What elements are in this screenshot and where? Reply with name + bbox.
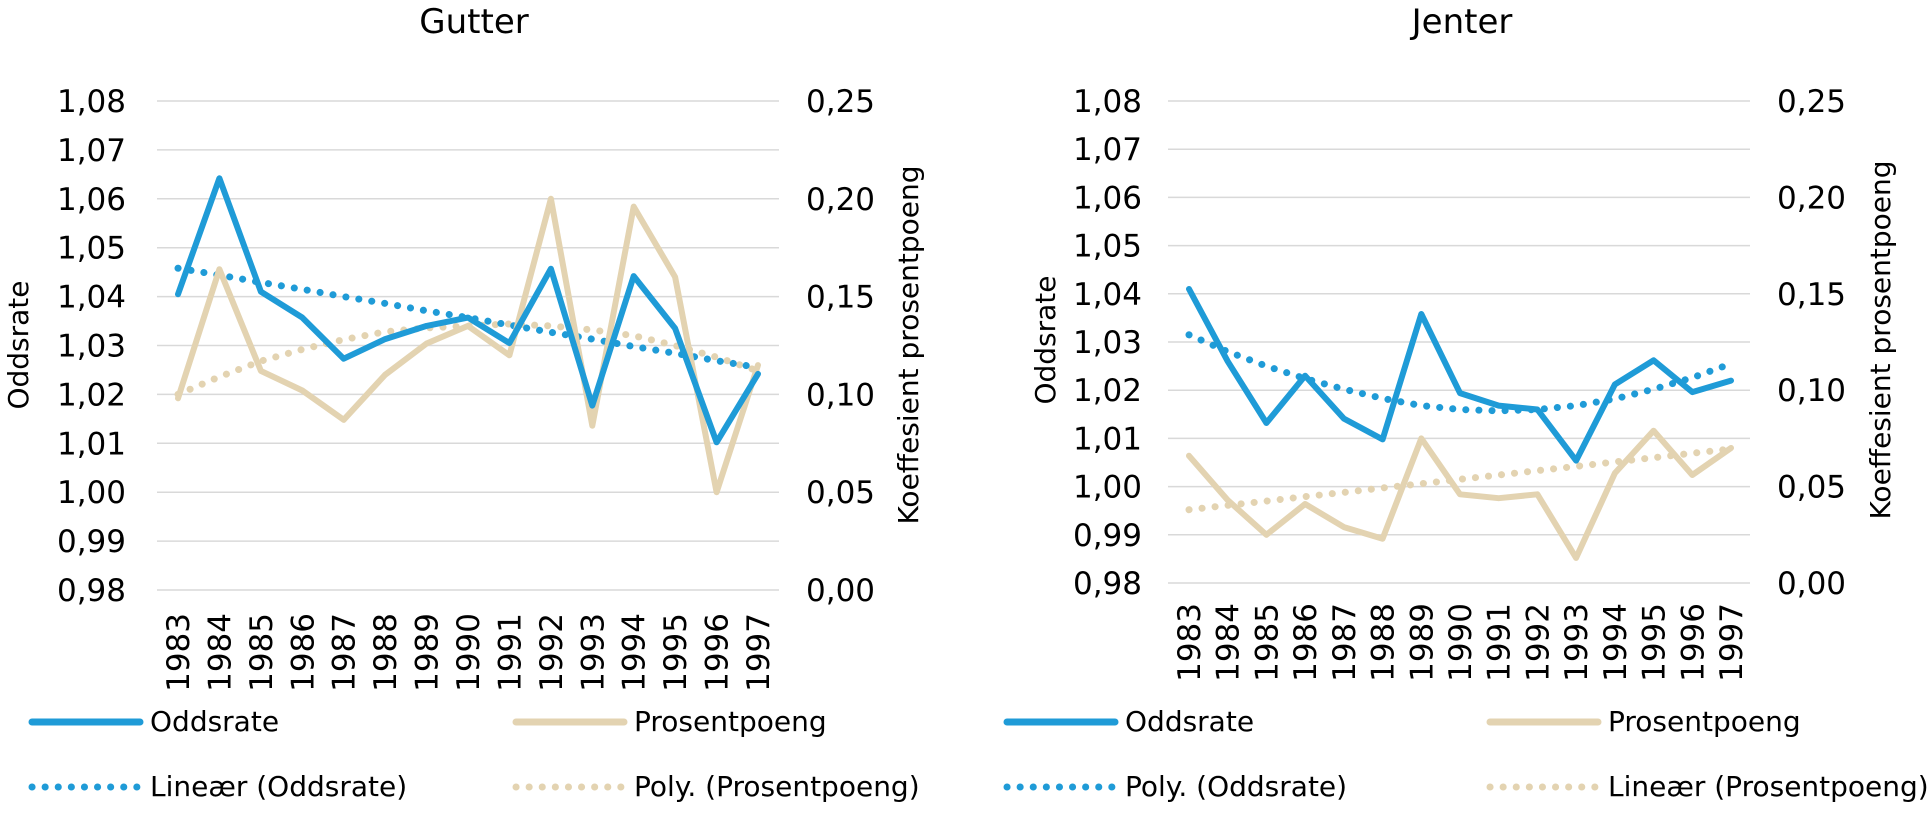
chart-panel-jenter: Jenter 1,08 1,07 1,06 1,05 1,04 1,03 1,02 1,01 1…	[1003, 2, 1929, 803]
chart-title: Jenter	[1410, 2, 1513, 42]
y-tick-label: 0,99	[1073, 518, 1142, 554]
y2-tick-label: 0,10	[1777, 373, 1846, 409]
x-tick-label: 1991	[1482, 603, 1518, 682]
legend-label: Poly. (Prosentpoeng)	[634, 770, 920, 803]
y-tick-label: 1,08	[57, 84, 126, 120]
legend-label: Oddsrate	[150, 705, 279, 738]
x-tick-label: 1996	[1675, 603, 1711, 682]
y-tick-label: 0,98	[1073, 566, 1142, 602]
x-tick-label: 1991	[492, 613, 528, 692]
series-line-lineær-prosentpoeng	[1185, 445, 1735, 514]
series-line-poly-oddsrate	[1185, 331, 1735, 415]
series-line-prosentpoeng	[1186, 427, 1734, 561]
x-tick-label: 1983	[161, 613, 197, 692]
legend-label: Prosentpoeng	[1608, 705, 1801, 738]
x-tick-label: 1997	[1714, 603, 1750, 682]
y2-axis-label: Koeffesient prosentpoeng	[1864, 160, 1897, 519]
x-tick-label: 1984	[1211, 603, 1247, 682]
y2-tick-label: 0,20	[1777, 180, 1846, 216]
series-line-oddsrate	[1186, 286, 1734, 464]
legend-label: Lineær (Prosentpoeng)	[1608, 770, 1929, 803]
y-tick-label: 1,00	[1073, 470, 1142, 506]
x-tick-label: 1994	[617, 613, 653, 692]
series-line-oddsrate	[175, 175, 761, 446]
y-axis-label: Oddsrate	[1029, 275, 1062, 404]
x-tick-label: 1988	[368, 613, 404, 692]
legend-label: Oddsrate	[1125, 705, 1254, 738]
legend-label: Prosentpoeng	[634, 705, 827, 738]
series-line-prosentpoeng	[175, 195, 761, 496]
x-tick-label: 1995	[658, 613, 694, 692]
y-tick-label: 1,01	[57, 426, 126, 462]
x-tick-label: 1989	[1404, 603, 1440, 682]
y2-tick-label: 0,15	[1777, 277, 1846, 313]
y2-axis-label: Koeffesient prosentpoeng	[892, 165, 925, 524]
y2-tick-label: 0,05	[806, 475, 875, 511]
x-tick-label: 1997	[741, 613, 777, 692]
y2-tick-label: 0,25	[806, 84, 875, 120]
y2-tick-label: 0,10	[806, 377, 875, 413]
y-tick-label: 1,03	[57, 329, 126, 365]
legend-label: Lineær (Oddsrate)	[150, 770, 407, 803]
y-tick-label: 1,06	[57, 182, 126, 218]
series-line-poly-prosentpoeng	[174, 320, 762, 398]
x-tick-label: 1986	[1288, 603, 1324, 682]
y-tick-label: 1,05	[1073, 229, 1142, 265]
y-tick-label: 1,06	[1073, 180, 1142, 216]
y-tick-label: 1,01	[1073, 421, 1142, 457]
x-tick-label: 1995	[1637, 603, 1673, 682]
x-tick-label: 1987	[1327, 603, 1363, 682]
y-tick-label: 1,02	[57, 377, 126, 413]
y-tick-label: 1,03	[1073, 325, 1142, 361]
chart-panel-gutter: Gutter 1,08 1,07 1,06 1,05 1,04 1,03 1,02 1,01 1…	[2, 2, 925, 803]
x-tick-label: 1989	[410, 613, 446, 692]
x-tick-label: 1993	[1559, 603, 1595, 682]
x-tick-label: 1985	[244, 613, 280, 692]
y2-tick-label: 0,05	[1777, 470, 1846, 506]
y2-tick-label: 0,00	[806, 573, 875, 609]
x-tick-label: 1992	[1520, 603, 1556, 682]
y2-tick-label: 0,25	[1777, 84, 1846, 120]
x-tick-label: 1996	[700, 613, 736, 692]
x-tick-label: 1984	[202, 613, 238, 692]
x-tick-label: 1985	[1249, 603, 1285, 682]
x-tick-label: 1994	[1598, 603, 1634, 682]
y-tick-label: 1,07	[1073, 132, 1142, 168]
y-tick-label: 1,04	[57, 280, 126, 316]
x-tick-label: 1988	[1366, 603, 1402, 682]
y2-tick-label: 0,15	[806, 280, 875, 316]
y2-tick-label: 0,20	[806, 182, 875, 218]
y-tick-label: 1,08	[1073, 84, 1142, 120]
y-axis-label: Oddsrate	[2, 280, 35, 409]
y-tick-label: 0,98	[57, 573, 126, 609]
x-tick-label: 1993	[575, 613, 611, 692]
x-tick-label: 1992	[534, 613, 570, 692]
x-tick-label: 1983	[1172, 603, 1208, 682]
y-tick-label: 1,05	[57, 231, 126, 267]
legend-label: Poly. (Oddsrate)	[1125, 770, 1347, 803]
y2-tick-label: 0,00	[1777, 566, 1846, 602]
x-tick-label: 1990	[451, 613, 487, 692]
x-tick-label: 1990	[1443, 603, 1479, 682]
x-tick-label: 1987	[327, 613, 363, 692]
y-tick-label: 1,07	[57, 133, 126, 169]
y-tick-label: 1,00	[57, 475, 126, 511]
y-tick-label: 1,04	[1073, 277, 1142, 313]
chart-title: Gutter	[419, 2, 528, 42]
y-tick-label: 0,99	[57, 524, 126, 560]
y-tick-label: 1,02	[1073, 373, 1142, 409]
x-tick-label: 1986	[285, 613, 321, 692]
